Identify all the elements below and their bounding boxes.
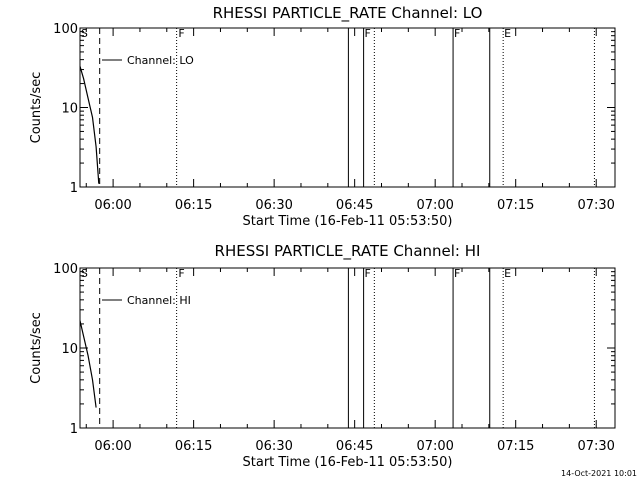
plot-frame [79,27,616,188]
x-tick-label: 07:15 [497,439,534,454]
chart-panel-lo: RHESSI PARTICLE_RATE Channel: LO Counts/s… [29,4,616,229]
x-tick-label: 07:15 [497,198,534,213]
x-tick-label: 06:30 [255,439,292,454]
x-tick-label: 06:30 [255,198,292,213]
x-tick-label: 06:00 [94,198,131,213]
y-tick-label: 100 [53,22,78,37]
x-tick-label: 06:15 [175,198,212,213]
x-tick-label: 06:45 [336,198,373,213]
chart-panel-hi: RHESSI PARTICLE_RATE Channel: HI Counts/s… [29,242,616,470]
legend-label: Channel: LO [127,54,194,67]
event-label: F [364,27,370,40]
event-label: E [504,267,511,280]
x-tick-label: 06:15 [175,439,212,454]
event-label: F [364,267,370,280]
x-tick-label: 06:45 [336,439,373,454]
event-label: F [178,27,184,40]
x-tick-label: 07:00 [416,439,453,454]
legend-label: Channel: HI [127,294,191,307]
x-tick-label: 06:00 [94,439,131,454]
x-axis-label: Start Time (16-Feb-11 05:53:50) [243,455,453,470]
chart-title: RHESSI PARTICLE_RATE Channel: LO [213,4,483,23]
y-tick-label: 10 [61,102,78,117]
y-axis-label: Counts/sec [29,72,44,144]
plot-frame [79,267,616,429]
event-label: S [81,267,88,280]
x-tick-label: 07:30 [577,198,614,213]
event-label: S [81,27,88,40]
y-tick-label: 10 [61,342,78,357]
timestamp: 14-Oct-2021 10:01 [561,469,637,478]
event-label: F [454,267,460,280]
x-axis-label: Start Time (16-Feb-11 05:53:50) [243,214,453,229]
event-label: F [178,267,184,280]
event-label: E [504,27,511,40]
chart-title: RHESSI PARTICLE_RATE Channel: HI [215,242,481,261]
series-line [79,66,100,184]
event-label: F [454,27,460,40]
y-tick-label: 1 [70,422,78,437]
y-axis-label: Counts/sec [29,312,44,384]
x-tick-label: 07:30 [577,439,614,454]
y-tick-label: 100 [53,262,78,277]
series-line [79,320,97,408]
x-tick-label: 07:00 [416,198,453,213]
y-tick-label: 1 [70,181,78,196]
